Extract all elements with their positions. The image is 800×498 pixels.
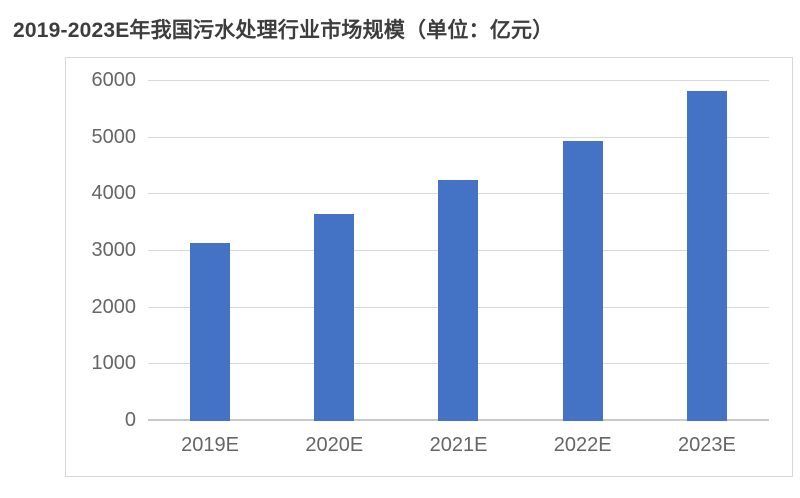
y-tick-label-2000: 2000 [91,295,137,318]
bar-column-2019E [148,81,272,421]
bar-column-2021E [396,81,520,421]
x-tick-label-2020E: 2020E [305,434,364,456]
bar-column-2022E [521,81,645,421]
y-tick-label-5000: 5000 [91,125,137,148]
bar-2023E [686,91,727,421]
y-tick-label-4000: 4000 [91,182,137,205]
plot-area [148,80,769,421]
x-tick-label-2023E: 2023E [677,434,736,456]
bar-2021E [438,180,479,421]
y-axis-tick-labels: 0 1000 2000 3000 4000 5000 6000 [66,69,137,431]
x-axis-tick-labels: 2019E 2020E 2021E 2022E 2023E [148,434,769,457]
bar-column-2023E [645,81,769,421]
chart-container: 0 1000 2000 3000 4000 5000 6000 2019E 2020E 2021… [65,57,793,477]
chart-title: 2019-2023E年我国污水处理行业市场规模（单位：亿元） [13,19,554,42]
x-tick-label-2022E: 2022E [553,434,612,456]
bar-2022E [562,140,603,421]
y-tick-label-6000: 6000 [91,69,137,91]
x-tick-label-2019E: 2019E [181,434,240,456]
bar-column-2020E [272,81,396,421]
bar-2020E [314,214,355,421]
y-tick-label-3000: 3000 [91,239,137,261]
y-tick-label-1000: 1000 [91,352,137,375]
y-tick-label-0: 0 [124,409,136,431]
gridline-5000 [148,136,769,138]
bar-2019E [190,242,231,421]
x-tick-label-2021E: 2021E [429,434,488,456]
gridline-6000 [148,80,769,81]
